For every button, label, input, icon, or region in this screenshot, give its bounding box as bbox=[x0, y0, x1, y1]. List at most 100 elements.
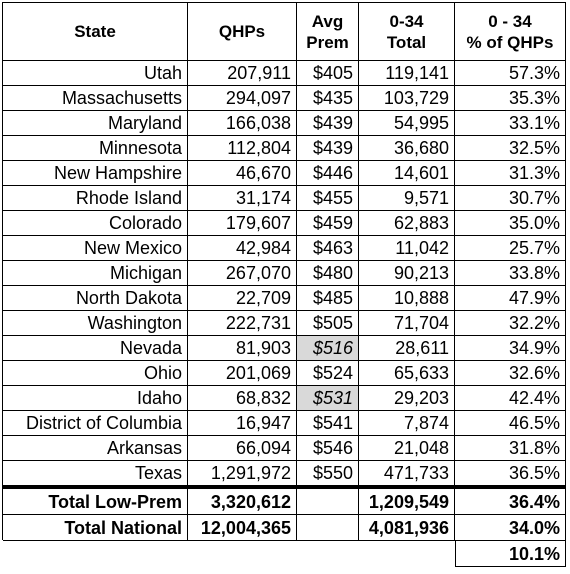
header-text: Total bbox=[386, 32, 427, 52]
data-cell: $531 bbox=[297, 386, 359, 411]
header-cell: Avg Prem bbox=[297, 3, 359, 61]
data-cell: 33.1% bbox=[455, 111, 566, 136]
data-cell: 81,903 bbox=[188, 336, 297, 361]
data-cell: $550 bbox=[297, 461, 359, 486]
total-cell: 4,081,936 bbox=[359, 515, 455, 541]
data-cell: 112,804 bbox=[188, 136, 297, 161]
total-cell: 12,004,365 bbox=[188, 515, 297, 541]
data-cell: 68,832 bbox=[188, 386, 297, 411]
data-cell: 30.7% bbox=[455, 186, 566, 211]
data-cell: 47.9% bbox=[455, 286, 566, 311]
data-cell: 46.5% bbox=[455, 411, 566, 436]
data-cell: $455 bbox=[297, 186, 359, 211]
state-cell: Massachusetts bbox=[3, 86, 188, 111]
data-cell: 36.5% bbox=[455, 461, 566, 486]
header-text: Prem bbox=[306, 32, 349, 52]
data-cell: $435 bbox=[297, 86, 359, 111]
state-cell: Ohio bbox=[3, 361, 188, 386]
state-cell: Rhode Island bbox=[3, 186, 188, 211]
data-cell: 36,680 bbox=[359, 136, 455, 161]
data-cell: $439 bbox=[297, 111, 359, 136]
state-cell: Washington bbox=[3, 311, 188, 336]
header-text: % of QHPs bbox=[466, 32, 554, 52]
data-cell: 32.5% bbox=[455, 136, 566, 161]
state-cell: Arkansas bbox=[3, 436, 188, 461]
data-cell: $505 bbox=[297, 311, 359, 336]
data-cell: 201,069 bbox=[188, 361, 297, 386]
data-cell: $546 bbox=[297, 436, 359, 461]
state-cell: Colorado bbox=[3, 211, 188, 236]
state-cell: North Dakota bbox=[3, 286, 188, 311]
data-cell: 32.2% bbox=[455, 311, 566, 336]
data-cell: 119,141 bbox=[359, 61, 455, 86]
data-cell: 179,607 bbox=[188, 211, 297, 236]
data-cell: $463 bbox=[297, 236, 359, 261]
data-cell: 32.6% bbox=[455, 361, 566, 386]
data-cell: 1,291,972 bbox=[188, 461, 297, 486]
data-cell: 294,097 bbox=[188, 86, 297, 111]
data-cell: 29,203 bbox=[359, 386, 455, 411]
data-cell: 28,611 bbox=[359, 336, 455, 361]
state-cell: Minnesota bbox=[3, 136, 188, 161]
data-cell: 16,947 bbox=[188, 411, 297, 436]
total-label: Total National bbox=[3, 515, 188, 541]
header-text: 0-34 bbox=[389, 11, 424, 31]
header-text: 0 - 34 bbox=[488, 11, 532, 31]
header-cell: QHPs bbox=[188, 3, 297, 61]
data-cell: $480 bbox=[297, 261, 359, 286]
data-cell: 42,984 bbox=[188, 236, 297, 261]
data-cell: 471,733 bbox=[359, 461, 455, 486]
data-cell: 66,094 bbox=[188, 436, 297, 461]
data-cell: 42.4% bbox=[455, 386, 566, 411]
data-cell: 207,911 bbox=[188, 61, 297, 86]
data-cell: 31,174 bbox=[188, 186, 297, 211]
header-cell: 0 - 34% of QHPs bbox=[455, 3, 566, 61]
data-cell: $541 bbox=[297, 411, 359, 436]
data-cell: 25.7% bbox=[455, 236, 566, 261]
data-cell: 103,729 bbox=[359, 86, 455, 111]
total-cell: 36.4% bbox=[455, 489, 566, 515]
data-cell: 33.8% bbox=[455, 261, 566, 286]
data-cell: $524 bbox=[297, 361, 359, 386]
data-cell: 14,601 bbox=[359, 161, 455, 186]
state-cell: New Mexico bbox=[3, 236, 188, 261]
data-cell: 35.0% bbox=[455, 211, 566, 236]
total-cell: 1,209,549 bbox=[359, 489, 455, 515]
state-cell: Utah bbox=[3, 61, 188, 86]
header-text: QHPs bbox=[218, 22, 266, 41]
state-cell: Nevada bbox=[3, 336, 188, 361]
total-cell bbox=[297, 515, 359, 541]
data-cell: 22,709 bbox=[188, 286, 297, 311]
data-cell: 166,038 bbox=[188, 111, 297, 136]
total-label: Total Low-Prem bbox=[3, 489, 188, 515]
data-cell: 34.9% bbox=[455, 336, 566, 361]
data-cell: 90,213 bbox=[359, 261, 455, 286]
data-cell: $516 bbox=[297, 336, 359, 361]
data-cell: 57.3% bbox=[455, 61, 566, 86]
data-cell: 222,731 bbox=[188, 311, 297, 336]
data-cell: 31.3% bbox=[455, 161, 566, 186]
data-cell: 267,070 bbox=[188, 261, 297, 286]
header-cell: 0-34 Total bbox=[359, 3, 455, 61]
data-cell: $405 bbox=[297, 61, 359, 86]
data-cell: 54,995 bbox=[359, 111, 455, 136]
data-cell: 35.3% bbox=[455, 86, 566, 111]
data-cell: 62,883 bbox=[359, 211, 455, 236]
data-cell: $439 bbox=[297, 136, 359, 161]
data-cell: 71,704 bbox=[359, 311, 455, 336]
state-cell: Maryland bbox=[3, 111, 188, 136]
data-cell: 21,048 bbox=[359, 436, 455, 461]
header-text: State bbox=[74, 22, 116, 41]
data-cell: 11,042 bbox=[359, 236, 455, 261]
data-cell: 46,670 bbox=[188, 161, 297, 186]
data-cell: 10,888 bbox=[359, 286, 455, 311]
data-cell: $485 bbox=[297, 286, 359, 311]
header-text: Avg bbox=[311, 11, 344, 31]
state-cell: Michigan bbox=[3, 261, 188, 286]
data-cell: 65,633 bbox=[359, 361, 455, 386]
total-cell: 34.0% bbox=[455, 515, 566, 541]
data-cell: 31.8% bbox=[455, 436, 566, 461]
data-cell: 7,874 bbox=[359, 411, 455, 436]
separator bbox=[2, 486, 566, 489]
